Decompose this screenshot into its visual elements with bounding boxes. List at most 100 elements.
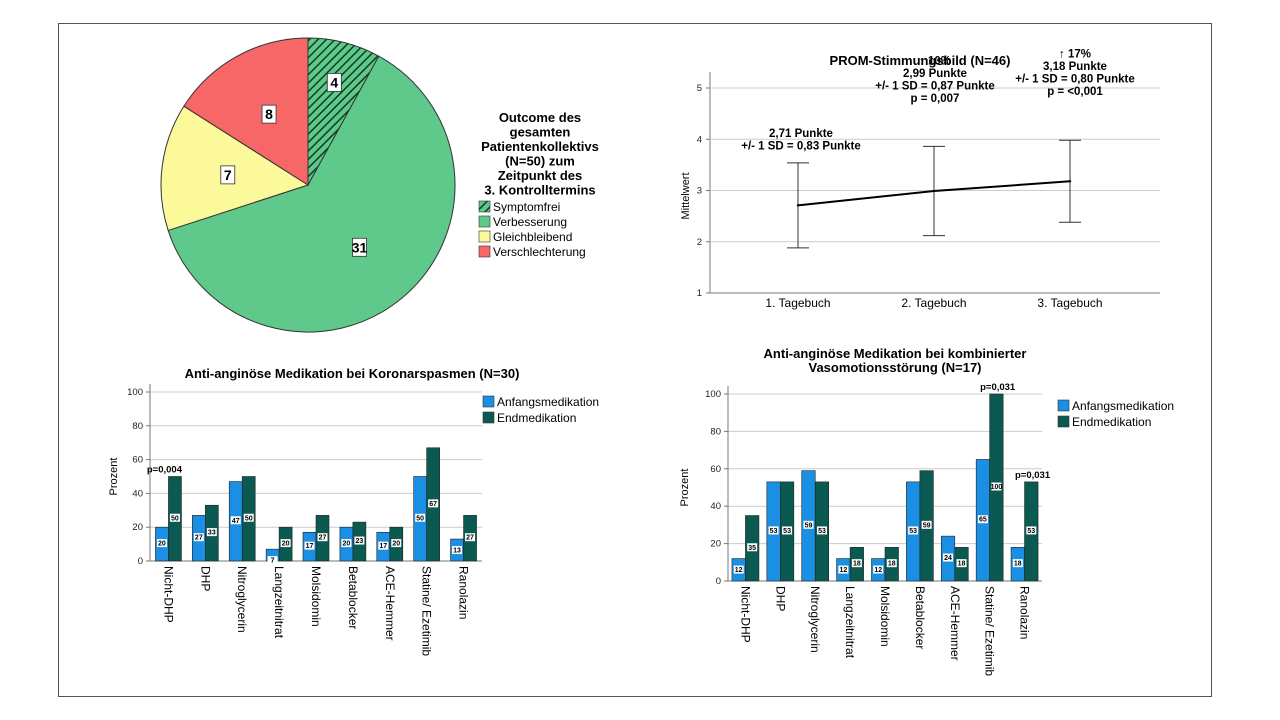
legend-label-gleichbleibend: Gleichbleibend [493, 230, 572, 244]
bar-value-label: 33 [208, 530, 216, 537]
pie-title: Outcome desgesamtenPatientenkollektivs(N… [481, 110, 599, 198]
bar-value-label: 53 [818, 528, 826, 535]
bar-value-label: 18 [958, 561, 966, 568]
bar-label-box [1012, 559, 1023, 568]
bar-legend: Anfangsmedikation Endmedikation [1057, 399, 1174, 429]
bar-value-label: 23 [355, 538, 363, 545]
x-category-label: Molsidomin [309, 566, 323, 627]
bar-value-label: 20 [158, 541, 166, 548]
annotation-line: +/- 1 SD = 0,80 Punkte [1015, 74, 1135, 86]
bar-label-box [956, 559, 967, 568]
bar-label-box [452, 546, 463, 555]
x-category-label: Nitroglycerin [808, 586, 822, 653]
legend-swatch [482, 395, 495, 408]
line-chart-title: PROM-Stimmungsbild (N=46) [830, 53, 1011, 68]
x-category-label: Nicht-DHP [738, 586, 752, 643]
significance-label: p=0,004 [147, 465, 183, 476]
bar-value-label: 50 [171, 515, 179, 522]
bar-label-box [465, 533, 476, 542]
bar-chart-vasomotion: Anti-anginöse Medikation bei kombinierte… [679, 346, 1174, 676]
y-axis-label: Prozent [108, 458, 120, 496]
y-tick-label: 3 [697, 186, 702, 197]
legend-label-endmedikation: Endmedikation [497, 411, 576, 425]
legend-label-endmedikation: Endmedikation [1072, 415, 1151, 429]
legend-swatch [1057, 415, 1070, 428]
y-tick-label: 60 [710, 464, 721, 475]
bar-value-label: 7 [271, 558, 275, 565]
pie-title-line: (N=50) zum [505, 154, 575, 169]
bar-label-box [193, 533, 204, 542]
bar-value-label: 27 [466, 535, 474, 542]
y-tick-label: 20 [710, 539, 721, 550]
bar-value-label: 18 [1014, 561, 1022, 568]
y-tick-label: 100 [705, 389, 721, 400]
bar-value-label: 59 [805, 522, 813, 529]
bar-value-label: 53 [770, 528, 778, 535]
pie-slice-value: 4 [330, 74, 338, 90]
x-category-label: Statine/ Ezetimib [983, 586, 997, 676]
x-category-label: Nitroglycerin [235, 566, 249, 633]
pie-slice-value: 31 [352, 239, 368, 255]
bar-label-box [838, 565, 849, 574]
y-axis-label: Prozent [679, 469, 691, 507]
bar-label-box [206, 528, 217, 537]
y-tick-label: 20 [132, 522, 143, 533]
bar-legend: Anfangsmedikation Endmedikation [482, 395, 599, 425]
bar-label-box [816, 526, 827, 535]
bar-value-label: 20 [282, 541, 290, 548]
x-category-label: DHP [773, 586, 787, 611]
pie-label-box [352, 237, 367, 257]
bar-value-label: 50 [416, 515, 424, 522]
bar-value-label: 27 [195, 535, 203, 542]
bar-label-box [733, 565, 744, 574]
pie-title-line: 3. Kontrolltermins [484, 183, 595, 198]
legend-label-symptomfrei: Symptomfrei [493, 200, 560, 214]
line-annotation: ↑ 17%3,18 Punkte+/- 1 SD = 0,80 Punktep … [1015, 49, 1135, 99]
bar-label-box [873, 565, 884, 574]
x-category-label: 2. Tagebuch [901, 296, 966, 310]
bar-label-box [977, 515, 988, 524]
annotation-line: +/- 1 SD = 0,83 Punkte [741, 141, 861, 153]
y-tick-label: 2 [697, 237, 702, 248]
bar-label-box [243, 513, 254, 522]
annotation-line: 3,18 Punkte [1043, 61, 1107, 73]
bar-value-label: 12 [735, 567, 743, 574]
bar-value-label: 53 [783, 528, 791, 535]
bar-value-label: 17 [379, 543, 387, 550]
data-point [796, 204, 800, 207]
y-tick-label: 40 [132, 488, 143, 499]
pie-slice-verschlechterung [183, 37, 309, 186]
annotation-line: +/- 1 SD = 0,87 Punkte [875, 81, 995, 93]
bar-chart-title: Anti-anginöse Medikation bei kombinierte… [764, 346, 1027, 361]
pie-title-line: Outcome des [499, 110, 581, 125]
pie-legend: SymptomfreiVerbesserungGleichbleibendVer… [478, 200, 586, 259]
bar-value-label: 17 [306, 543, 314, 550]
bar-value-label: 27 [319, 535, 327, 542]
bar-chart-title: Vasomotionsstörung (N=17) [809, 360, 982, 375]
bar-label-box [1026, 526, 1037, 535]
figure-frame [58, 23, 1212, 697]
legend-label-verschlechterung: Verschlechterung [493, 245, 586, 259]
bar-value-label: 13 [453, 548, 461, 555]
line-chart: PROM-Stimmungsbild (N=46) 1 2 3 4 5 Mittelwert… [680, 49, 1160, 310]
y-tick-label: 4 [697, 134, 702, 145]
x-category-label: 1. Tagebuch [765, 296, 830, 310]
annotation-line: ↑ 10% [919, 56, 951, 68]
bar-label-box [317, 533, 328, 542]
legend-label-verbesserung: Verbesserung [493, 215, 567, 229]
y-tick-label: 5 [697, 83, 702, 94]
legend-label-anfangsmedikation: Anfangsmedikation [497, 395, 599, 409]
y-tick-label: 1 [697, 288, 702, 299]
legend-swatch [482, 411, 495, 424]
bar-chart-koronarspasmen: Anti-anginöse Medikation bei Koronarspas… [108, 366, 599, 656]
bar-value-label: 24 [944, 555, 952, 562]
bar-value-label: 67 [429, 501, 437, 508]
legend-label-anfangsmedikation: Anfangsmedikation [1072, 399, 1174, 413]
bar-label-box [415, 513, 426, 522]
bar-label-box [851, 559, 862, 568]
x-category-label: Ranolazin [1018, 586, 1032, 639]
x-category-label: Molsidomin [878, 586, 892, 647]
line-annotation: ↑ 10%2,99 Punkte+/- 1 SD = 0,87 Punktep … [875, 56, 995, 106]
bar-label-box [230, 516, 241, 525]
